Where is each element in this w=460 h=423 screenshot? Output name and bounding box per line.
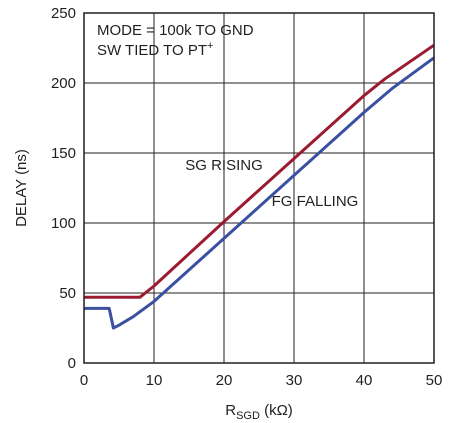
y-tick-label: 250 bbox=[51, 5, 76, 22]
x-tick-label: 20 bbox=[216, 372, 233, 389]
x-axis-label-subscript: SGD bbox=[236, 410, 260, 422]
series-label-fg-falling: FG FALLING bbox=[272, 193, 359, 210]
x-tick-label: 0 bbox=[80, 372, 88, 389]
condition-note-switch: SW TIED TO PT+ bbox=[97, 40, 213, 59]
x-tick-label: 30 bbox=[286, 372, 303, 389]
y-tick-label: 100 bbox=[51, 215, 76, 232]
x-tick-label: 40 bbox=[356, 372, 373, 389]
y-axis-label: DELAY (ns) bbox=[13, 149, 30, 227]
x-axis-label-unit: (kΩ) bbox=[260, 402, 293, 419]
x-axis-label: RSGD (kΩ) bbox=[225, 402, 293, 422]
y-tick-label: 0 bbox=[68, 355, 76, 372]
condition-note-superscript: + bbox=[207, 40, 213, 52]
condition-note-switch-text: SW TIED TO PT bbox=[97, 42, 207, 59]
y-tick-label: 150 bbox=[51, 145, 76, 162]
x-tick-label: 10 bbox=[146, 372, 163, 389]
series-line-fg-falling bbox=[84, 56, 435, 330]
series-labels: SG RISING FG FALLING bbox=[185, 157, 358, 210]
x-axis-label-main: R bbox=[225, 402, 236, 419]
chart-ticks: 0 10 20 30 40 50 0 50 100 150 200 250 bbox=[51, 5, 442, 389]
x-tick-label: 50 bbox=[426, 372, 443, 389]
y-tick-label: 200 bbox=[51, 75, 76, 92]
plot-frame bbox=[83, 12, 435, 364]
series-label-sg-rising: SG RISING bbox=[185, 157, 263, 174]
chart-series bbox=[84, 43, 435, 330]
y-tick-label: 50 bbox=[59, 285, 76, 302]
series-line-sg-rising bbox=[84, 43, 435, 299]
condition-note-mode: MODE = 100k TO GND bbox=[97, 22, 254, 39]
chart-grid bbox=[84, 13, 434, 363]
